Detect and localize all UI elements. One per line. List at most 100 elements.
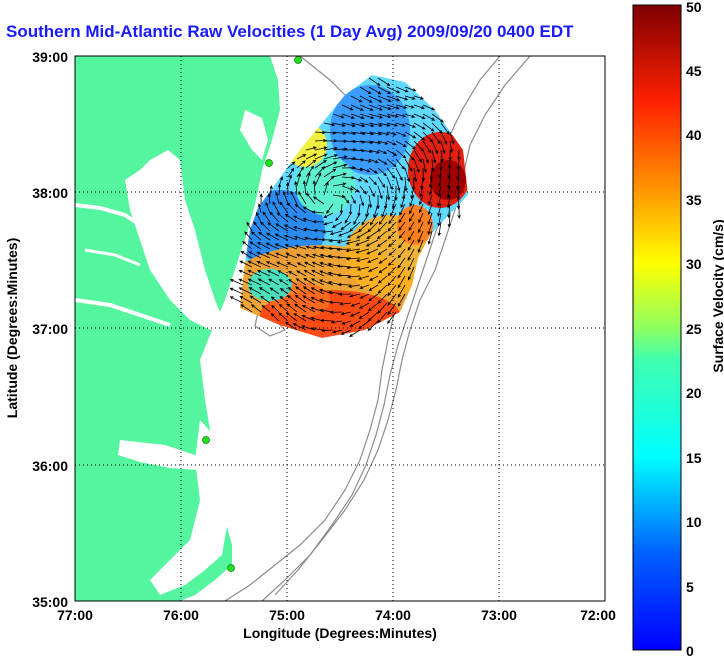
- velocity-arrow: [422, 122, 435, 132]
- velocity-arrow: [341, 320, 352, 325]
- velocity-arrow: [404, 122, 417, 128]
- velocity-arrow: [301, 315, 316, 322]
- velocity-arrow: [238, 287, 253, 295]
- velocity-arrow: [323, 221, 334, 226]
- velocity-arrow: [378, 212, 388, 226]
- velocity-arrow: [328, 239, 343, 243]
- velocity-arrow: [229, 279, 244, 286]
- velocity-arrow: [248, 287, 262, 295]
- velocity-arrow: [257, 278, 271, 286]
- velocity-arrow: [257, 242, 271, 250]
- velocity-arrow: [381, 203, 388, 218]
- velocity-arrow: [387, 302, 397, 316]
- station-marker: [202, 436, 210, 444]
- velocity-arrow: [422, 104, 436, 111]
- x-tick-label: 75:00: [269, 607, 305, 623]
- velocity-arrow: [386, 122, 398, 127]
- velocity-arrow: [377, 302, 388, 314]
- x-axis-ticks: 77:00 76:00 75:00 74:00 73:00 72:00: [57, 607, 616, 623]
- velocity-arrow: [345, 257, 361, 261]
- velocity-arrow: [248, 251, 262, 259]
- land-mass: [75, 56, 280, 601]
- velocity-arrow: [447, 167, 451, 179]
- velocity-arrow: [332, 113, 345, 119]
- velocity-arrow: [265, 252, 280, 259]
- velocity-arrow: [314, 153, 328, 160]
- velocity-arrow: [304, 253, 316, 259]
- albemarle-sound: [118, 440, 198, 470]
- velocity-arrow: [327, 246, 343, 251]
- velocity-arrow: [409, 194, 415, 207]
- velocity-arrow: [330, 320, 343, 324]
- velocity-arrow: [367, 311, 379, 322]
- velocity-arrow: [404, 95, 416, 100]
- colorbar-label: Surface Velocity (cm/s): [710, 219, 724, 373]
- velocity-arrow: [332, 182, 347, 187]
- velocity-arrow: [229, 296, 244, 304]
- velocity-arrow: [359, 185, 367, 195]
- velocity-arrow: [274, 233, 289, 241]
- velocity-arrow: [350, 122, 366, 128]
- velocity-arrow: [290, 190, 298, 205]
- velocity-arrow: [366, 230, 379, 240]
- velocity-arrow: [312, 245, 325, 250]
- velocity-arrow: [229, 287, 244, 295]
- velocity-arrow: [428, 194, 433, 206]
- velocity-arrow: [276, 212, 289, 223]
- velocity-arrow: [350, 176, 363, 182]
- velocity-arrow: [323, 212, 334, 218]
- velocity-arrow: [323, 122, 336, 127]
- river-potomac: [75, 203, 142, 227]
- velocity-arrows: [229, 77, 461, 338]
- velocity-arrow: [422, 149, 429, 164]
- velocity-arrow: [398, 221, 406, 231]
- velocity-arrow: [404, 158, 413, 172]
- velocity-arrow: [368, 104, 383, 111]
- velocity-arrow: [449, 140, 453, 154]
- velocity-arrow: [449, 131, 455, 145]
- velocity-arrow: [368, 284, 379, 291]
- velocity-arrow: [367, 257, 379, 263]
- velocity-arrow: [377, 284, 388, 294]
- velocity-arrow: [313, 228, 325, 233]
- station-markers: [202, 56, 302, 572]
- velocity-arrow: [293, 226, 307, 232]
- velocity-arrow: [395, 122, 406, 127]
- velocity-arrow: [386, 131, 397, 136]
- velocity-arrow: [272, 201, 280, 214]
- velocity-arrow: [320, 318, 334, 323]
- velocity-arrow: [413, 167, 418, 183]
- velocity-arrow: [359, 104, 374, 111]
- velocity-arrow: [438, 176, 442, 188]
- velocity-arrow: [377, 77, 391, 87]
- velocity-arrow: [287, 167, 295, 178]
- station-marker: [294, 56, 302, 64]
- velocity-arrow: [267, 222, 280, 232]
- velocity-arrow: [377, 158, 388, 165]
- velocity-arrow: [284, 321, 298, 331]
- velocity-arrow: [323, 154, 338, 160]
- velocity-arrow: [304, 236, 316, 241]
- velocity-arrow: [303, 269, 316, 277]
- velocity-arrow: [277, 183, 282, 196]
- velocity-arrow: [408, 221, 415, 231]
- velocity-arrow: [247, 260, 262, 268]
- velocity-arrow: [447, 212, 451, 228]
- velocity-arrow: [373, 203, 379, 219]
- velocity-arrow: [314, 159, 327, 169]
- velocity-arrow: [249, 241, 262, 250]
- x-tick-label: 74:00: [375, 607, 411, 623]
- velocity-arrow: [323, 175, 335, 187]
- velocity-arrow: [350, 131, 366, 136]
- velocity-arrow: [350, 95, 363, 103]
- velocity-arrow: [350, 185, 360, 193]
- velocity-arrow: [296, 154, 307, 160]
- river-james: [75, 298, 171, 327]
- velocity-arrow: [296, 270, 307, 277]
- velocity-arrow: [265, 242, 280, 250]
- y-tick-label: 36:00: [32, 458, 68, 474]
- velocity-arrow: [258, 231, 271, 241]
- velocity-arrow: [429, 176, 433, 189]
- velocity-arrow: [410, 185, 415, 200]
